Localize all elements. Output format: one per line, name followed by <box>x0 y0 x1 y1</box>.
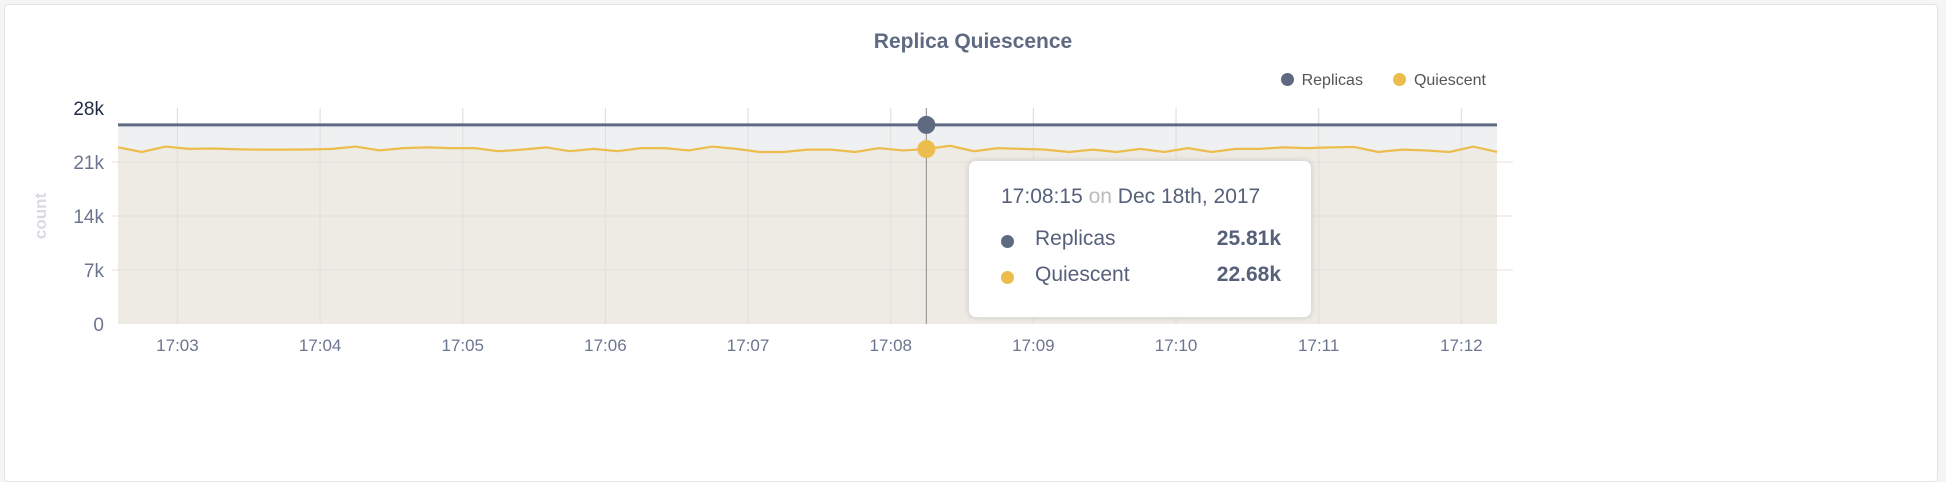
legend-label: Replicas <box>1301 72 1363 89</box>
x-tick-label: 17:12 <box>1440 336 1483 355</box>
series-line-quiescent <box>117 144 1498 154</box>
data-point-quiescent <box>917 140 936 159</box>
x-tick-label: 17:10 <box>1155 336 1198 355</box>
tooltip-row-quiescent: Quiescent 22.68k <box>1001 263 1281 289</box>
legend-label: Quiescent <box>1413 72 1486 89</box>
legend-dot-icon <box>1280 73 1294 86</box>
tooltip-date: Dec 18th, 2017 <box>1117 185 1261 208</box>
y-tick-label: 28k <box>73 99 104 120</box>
tooltip-time: 17:08:15 <box>1001 185 1083 208</box>
y-tick-label: 21k <box>73 153 104 174</box>
data-point-replicas <box>917 115 936 134</box>
tooltip-series-value: 22.68k <box>1216 263 1281 286</box>
x-tick-label: 17:09 <box>1012 336 1055 355</box>
x-tick-label: 17:06 <box>584 336 627 355</box>
legend: Replicas Quiescent <box>1280 72 1486 90</box>
legend-item-replicas[interactable]: Replicas <box>1280 72 1363 90</box>
tooltip-series-name: Replicas <box>1035 227 1116 250</box>
dot-icon <box>1001 235 1014 248</box>
x-tick-label: 17:08 <box>869 336 912 355</box>
x-tick-label: 17:11 <box>1298 336 1339 355</box>
y-tick-label: 0 <box>93 315 104 336</box>
tooltip: 17:08:15 on Dec 18th, 2017 Replicas 25.81… <box>968 160 1312 318</box>
tooltip-on: on <box>1088 185 1112 208</box>
chart-title: Replica Quiescence <box>873 30 1073 53</box>
legend-dot-icon <box>1392 73 1406 86</box>
y-axis-label: count <box>31 193 50 240</box>
dot-icon <box>1001 271 1014 284</box>
x-tick-label: 17:07 <box>727 336 770 355</box>
legend-item-quiescent[interactable]: Quiescent <box>1392 72 1486 90</box>
x-tick-label: 17:04 <box>299 336 342 355</box>
tooltip-series-value: 25.81k <box>1216 227 1281 250</box>
y-tick-label: 14k <box>73 207 104 228</box>
tooltip-series-name: Quiescent <box>1035 263 1130 286</box>
tooltip-row-replicas: Replicas 25.81k <box>1001 227 1281 253</box>
x-tick-label: 17:03 <box>156 336 199 355</box>
x-tick-label: 17:05 <box>441 336 484 355</box>
y-tick-label: 7k <box>84 261 105 282</box>
tooltip-header: 17:08:15 on Dec 18th, 2017 <box>1001 185 1260 209</box>
